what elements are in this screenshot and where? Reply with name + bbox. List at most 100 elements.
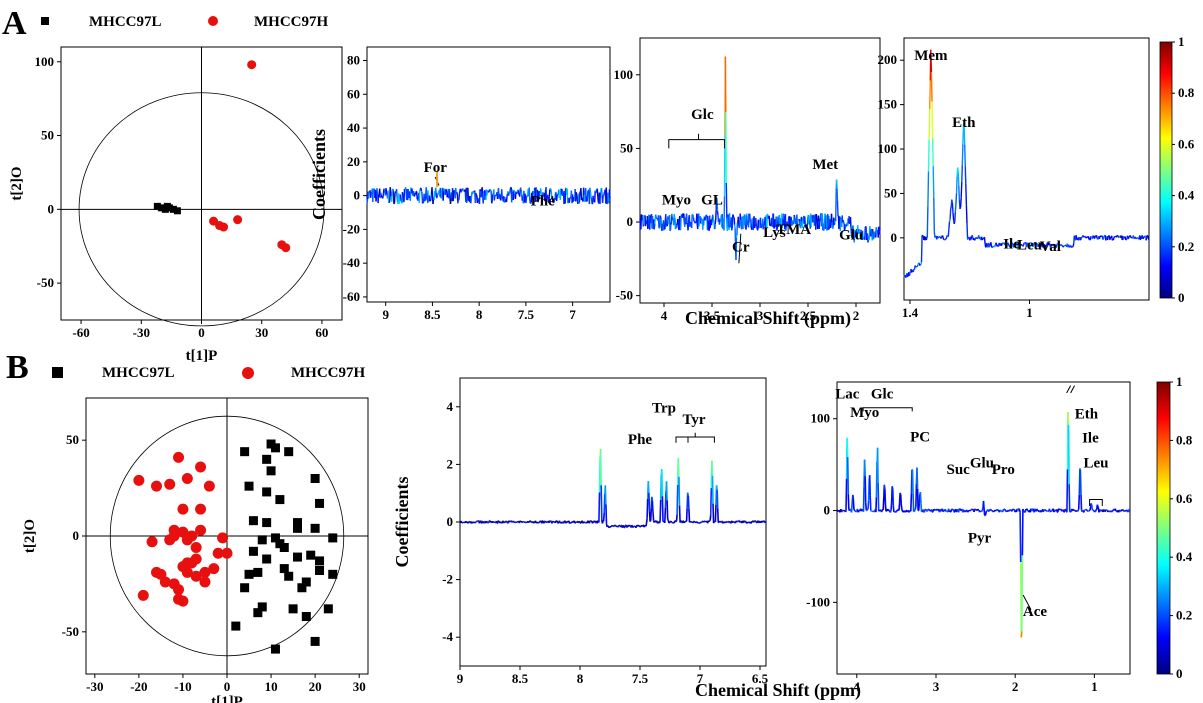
peak-annotation: Pro — [992, 462, 1015, 478]
coefficient-segment — [990, 508, 993, 511]
coefficient-segment — [529, 197, 531, 204]
coefficient-segment — [852, 498, 855, 510]
coefficient-segment — [925, 238, 928, 241]
coefficient-segment — [1048, 243, 1050, 246]
coefficient-segment — [925, 508, 928, 511]
coefficient-segment — [757, 520, 760, 523]
coefficient-segment — [462, 521, 465, 524]
coefficient-segment — [370, 192, 372, 198]
y-tick-label: -20 — [343, 221, 360, 236]
coefficient-segment — [603, 493, 606, 514]
coefficient-segment — [1087, 510, 1090, 512]
coefficient-segment — [608, 189, 611, 199]
y-tick-label: -2 — [442, 572, 453, 587]
peak-annotation: Eth — [952, 115, 976, 131]
coefficient-segment — [522, 521, 525, 523]
coefficient-segment — [596, 520, 599, 524]
coefficient-segment — [1105, 237, 1108, 241]
coefficient-segment — [727, 521, 730, 524]
coefficient-segment — [930, 49, 933, 73]
coefficient-segment — [653, 223, 656, 230]
x-axis-label: t[1]P — [211, 694, 243, 703]
coefficient-segment — [398, 200, 401, 204]
coefficient-segment — [578, 520, 581, 524]
coefficient-segment — [1070, 509, 1073, 513]
coefficient-segment — [1129, 235, 1132, 238]
coefficient-segment — [711, 475, 714, 504]
coefficient-segment — [908, 274, 911, 276]
coefficient-segment — [395, 189, 398, 198]
coefficient-segment — [952, 212, 955, 221]
coefficient-segment — [430, 194, 433, 200]
coefficient-segment — [680, 213, 683, 217]
score-point-l — [248, 516, 258, 526]
coefficient-segment — [864, 476, 867, 503]
coefficient-segment — [678, 476, 681, 506]
coefficient-segment — [853, 508, 856, 511]
score-point-h — [177, 595, 189, 607]
coefficient-segment — [453, 190, 456, 192]
coefficient-segment — [691, 214, 693, 229]
coefficient-segment — [1015, 242, 1018, 245]
coefficient-segment — [675, 520, 678, 523]
coefficient-segment — [1030, 245, 1032, 247]
coefficient-segment — [1127, 236, 1130, 239]
coefficient-segment — [679, 215, 682, 230]
coefficient-segment — [836, 200, 839, 217]
coefficient-segment — [852, 494, 855, 499]
score-point-l — [297, 583, 307, 593]
colorbar-tick-label: 0.6 — [1176, 491, 1193, 506]
coefficient-segment — [613, 525, 615, 528]
coefficient-segment — [922, 235, 924, 237]
coefficient-segment — [1043, 509, 1046, 512]
coefficient-segment — [1004, 509, 1007, 512]
coefficient-segment — [747, 521, 750, 524]
coefficient-segment — [839, 510, 842, 513]
coefficient-segment — [1058, 508, 1061, 511]
score-point-l — [315, 498, 325, 508]
coefficient-segment — [421, 191, 424, 204]
coefficient-segment — [1004, 510, 1007, 512]
coefficient-segment — [542, 192, 545, 197]
peak-annotation: TMA — [776, 222, 811, 238]
coefficient-segment — [634, 525, 637, 528]
coefficient-segment — [879, 509, 881, 511]
coefficient-segment — [876, 447, 879, 483]
coefficient-segment — [555, 194, 558, 202]
x-tick-label: 6.5 — [752, 671, 769, 686]
coefficient-segment — [478, 189, 481, 205]
coefficient-segment — [1141, 235, 1144, 237]
coefficient-segment — [792, 221, 795, 225]
coefficient-segment — [452, 193, 455, 202]
x-tick-label: 2 — [853, 308, 860, 323]
coefficient-segment — [785, 225, 788, 227]
coefficient-segment — [877, 482, 880, 512]
coefficient-segment — [380, 192, 382, 196]
peak-annotation: Suc — [946, 462, 970, 478]
coefficient-segment — [910, 270, 913, 273]
x-tick-label: 8 — [577, 671, 584, 686]
coefficient-segment — [687, 224, 690, 231]
coefficient-segment — [958, 185, 961, 201]
coefficient-segment — [1080, 494, 1083, 510]
coefficient-segment — [962, 124, 965, 127]
x-tick-label: 9 — [457, 671, 464, 686]
coefficient-segment — [426, 192, 428, 198]
x-tick-label: 8 — [476, 307, 483, 322]
coefficient-segment — [1032, 508, 1035, 511]
coefficient-segment — [1115, 235, 1118, 238]
coefficient-segment — [389, 187, 392, 194]
x-tick-label: 8.5 — [512, 671, 529, 686]
coefficient-segment — [437, 191, 440, 194]
coefficient-segment — [912, 493, 915, 512]
coefficient-segment — [940, 236, 943, 239]
score-point-h — [195, 461, 207, 473]
x-tick-label: -30 — [86, 679, 103, 694]
coefficient-segment — [1009, 509, 1012, 511]
coefficient-segment — [720, 520, 723, 523]
coefficient-segment — [1094, 509, 1097, 512]
coefficient-segment — [1017, 508, 1020, 512]
coefficient-segment — [605, 187, 608, 204]
score-point-l — [315, 566, 325, 575]
coefficient-segment — [961, 143, 964, 166]
